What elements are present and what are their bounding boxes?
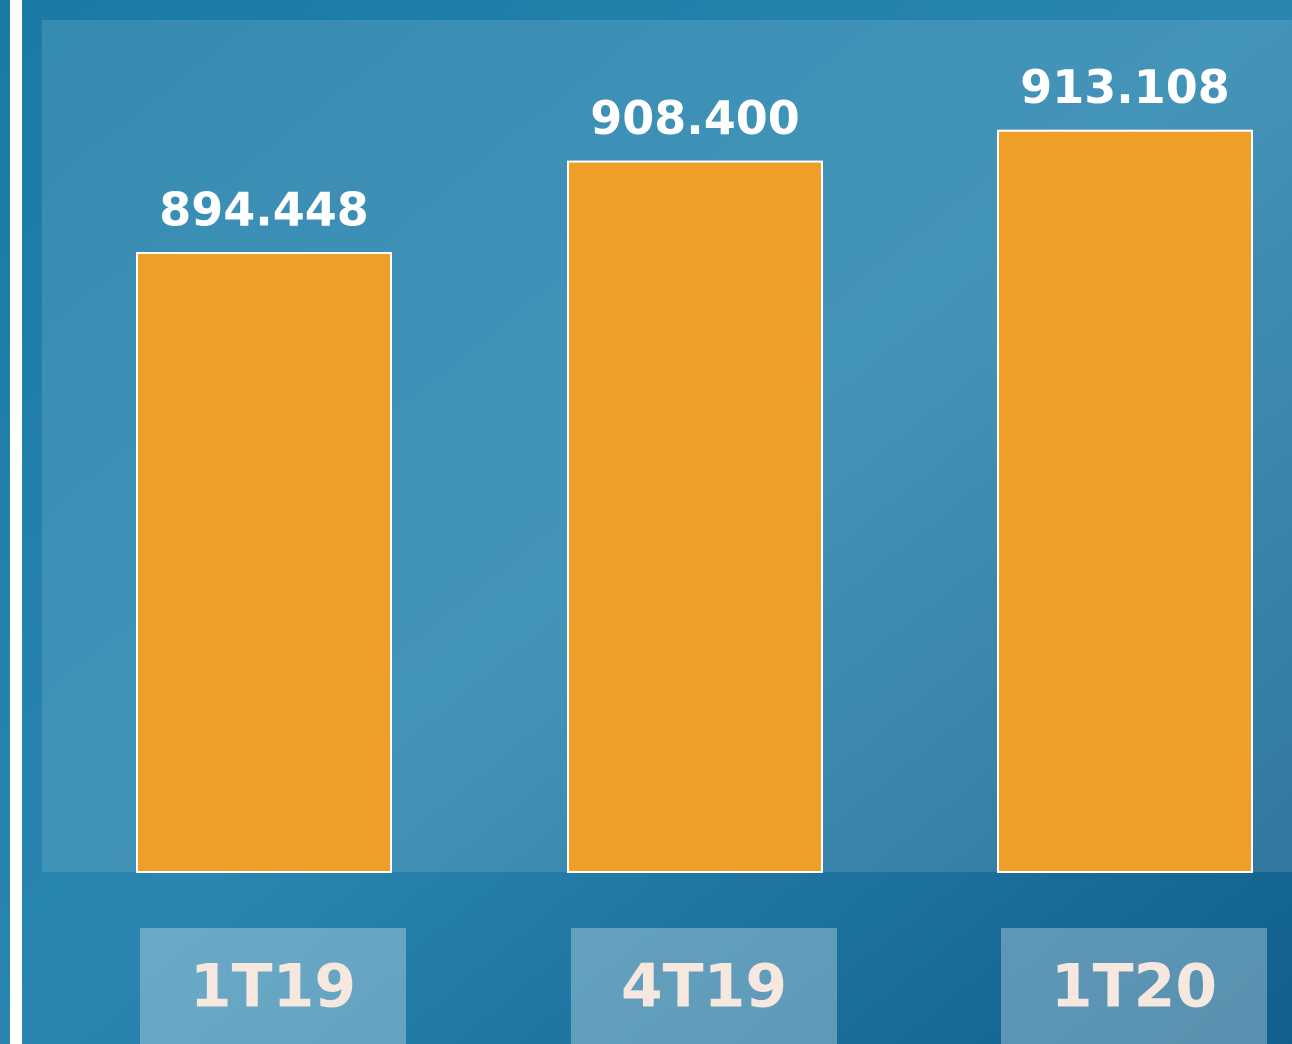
value-label: 908.400 [590,91,800,145]
bar [997,129,1253,873]
value-label: 913.108 [1020,60,1230,114]
bar [136,252,392,874]
bar [567,160,823,874]
value-label: 894.448 [159,183,369,237]
x-tick-label: 1T20 [1051,952,1217,1022]
x-tick-label: 4T19 [621,952,787,1022]
category-box [140,928,406,1044]
category-box [571,928,837,1044]
left-rule [10,0,22,1044]
category-box [1001,928,1267,1044]
x-tick-label: 1T19 [190,952,356,1022]
